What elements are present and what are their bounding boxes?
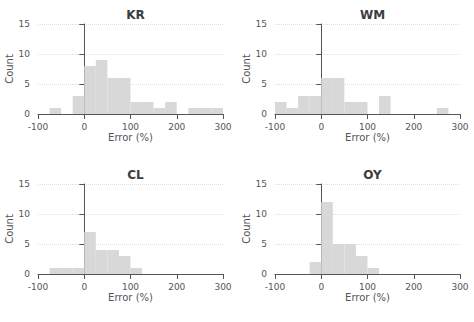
svg-text:0: 0 xyxy=(24,269,30,279)
svg-text:Error (%): Error (%) xyxy=(108,132,153,143)
svg-text:Count: Count xyxy=(241,214,252,244)
svg-text:0: 0 xyxy=(261,269,267,279)
svg-text:10: 10 xyxy=(256,209,268,219)
svg-text:300: 300 xyxy=(451,122,468,132)
svg-text:100: 100 xyxy=(122,282,139,292)
svg-text:5: 5 xyxy=(24,239,30,249)
svg-text:Count: Count xyxy=(4,54,15,84)
svg-text:10: 10 xyxy=(256,49,268,59)
svg-text:-100: -100 xyxy=(265,282,286,292)
svg-text:OY: OY xyxy=(363,168,382,182)
svg-text:15: 15 xyxy=(19,179,30,189)
svg-text:0: 0 xyxy=(318,122,324,132)
svg-text:0: 0 xyxy=(81,282,87,292)
svg-text:200: 200 xyxy=(405,282,422,292)
svg-text:15: 15 xyxy=(19,19,30,29)
svg-text:Error (%): Error (%) xyxy=(345,292,390,303)
svg-text:0: 0 xyxy=(81,122,87,132)
svg-text:200: 200 xyxy=(405,122,422,132)
svg-text:100: 100 xyxy=(359,122,376,132)
svg-text:WM: WM xyxy=(360,8,385,22)
svg-text:200: 200 xyxy=(168,282,185,292)
svg-text:300: 300 xyxy=(214,122,231,132)
svg-text:Error (%): Error (%) xyxy=(108,292,153,303)
svg-text:0: 0 xyxy=(261,109,267,119)
svg-text:KR: KR xyxy=(126,8,145,22)
svg-text:200: 200 xyxy=(168,122,185,132)
svg-text:15: 15 xyxy=(256,179,267,189)
svg-text:10: 10 xyxy=(19,49,31,59)
svg-text:0: 0 xyxy=(24,109,30,119)
svg-text:-100: -100 xyxy=(265,122,286,132)
svg-text:Error (%): Error (%) xyxy=(345,132,390,143)
svg-text:100: 100 xyxy=(359,282,376,292)
svg-text:300: 300 xyxy=(451,282,468,292)
svg-text:300: 300 xyxy=(214,282,231,292)
svg-text:10: 10 xyxy=(19,209,31,219)
svg-text:CL: CL xyxy=(127,168,144,182)
svg-text:-100: -100 xyxy=(28,122,49,132)
svg-text:100: 100 xyxy=(122,122,139,132)
svg-text:0: 0 xyxy=(318,282,324,292)
svg-text:Count: Count xyxy=(241,54,252,84)
svg-text:Count: Count xyxy=(4,214,15,244)
svg-text:5: 5 xyxy=(261,239,267,249)
svg-text:5: 5 xyxy=(261,79,267,89)
svg-text:-100: -100 xyxy=(28,282,49,292)
svg-text:5: 5 xyxy=(24,79,30,89)
svg-text:15: 15 xyxy=(256,19,267,29)
